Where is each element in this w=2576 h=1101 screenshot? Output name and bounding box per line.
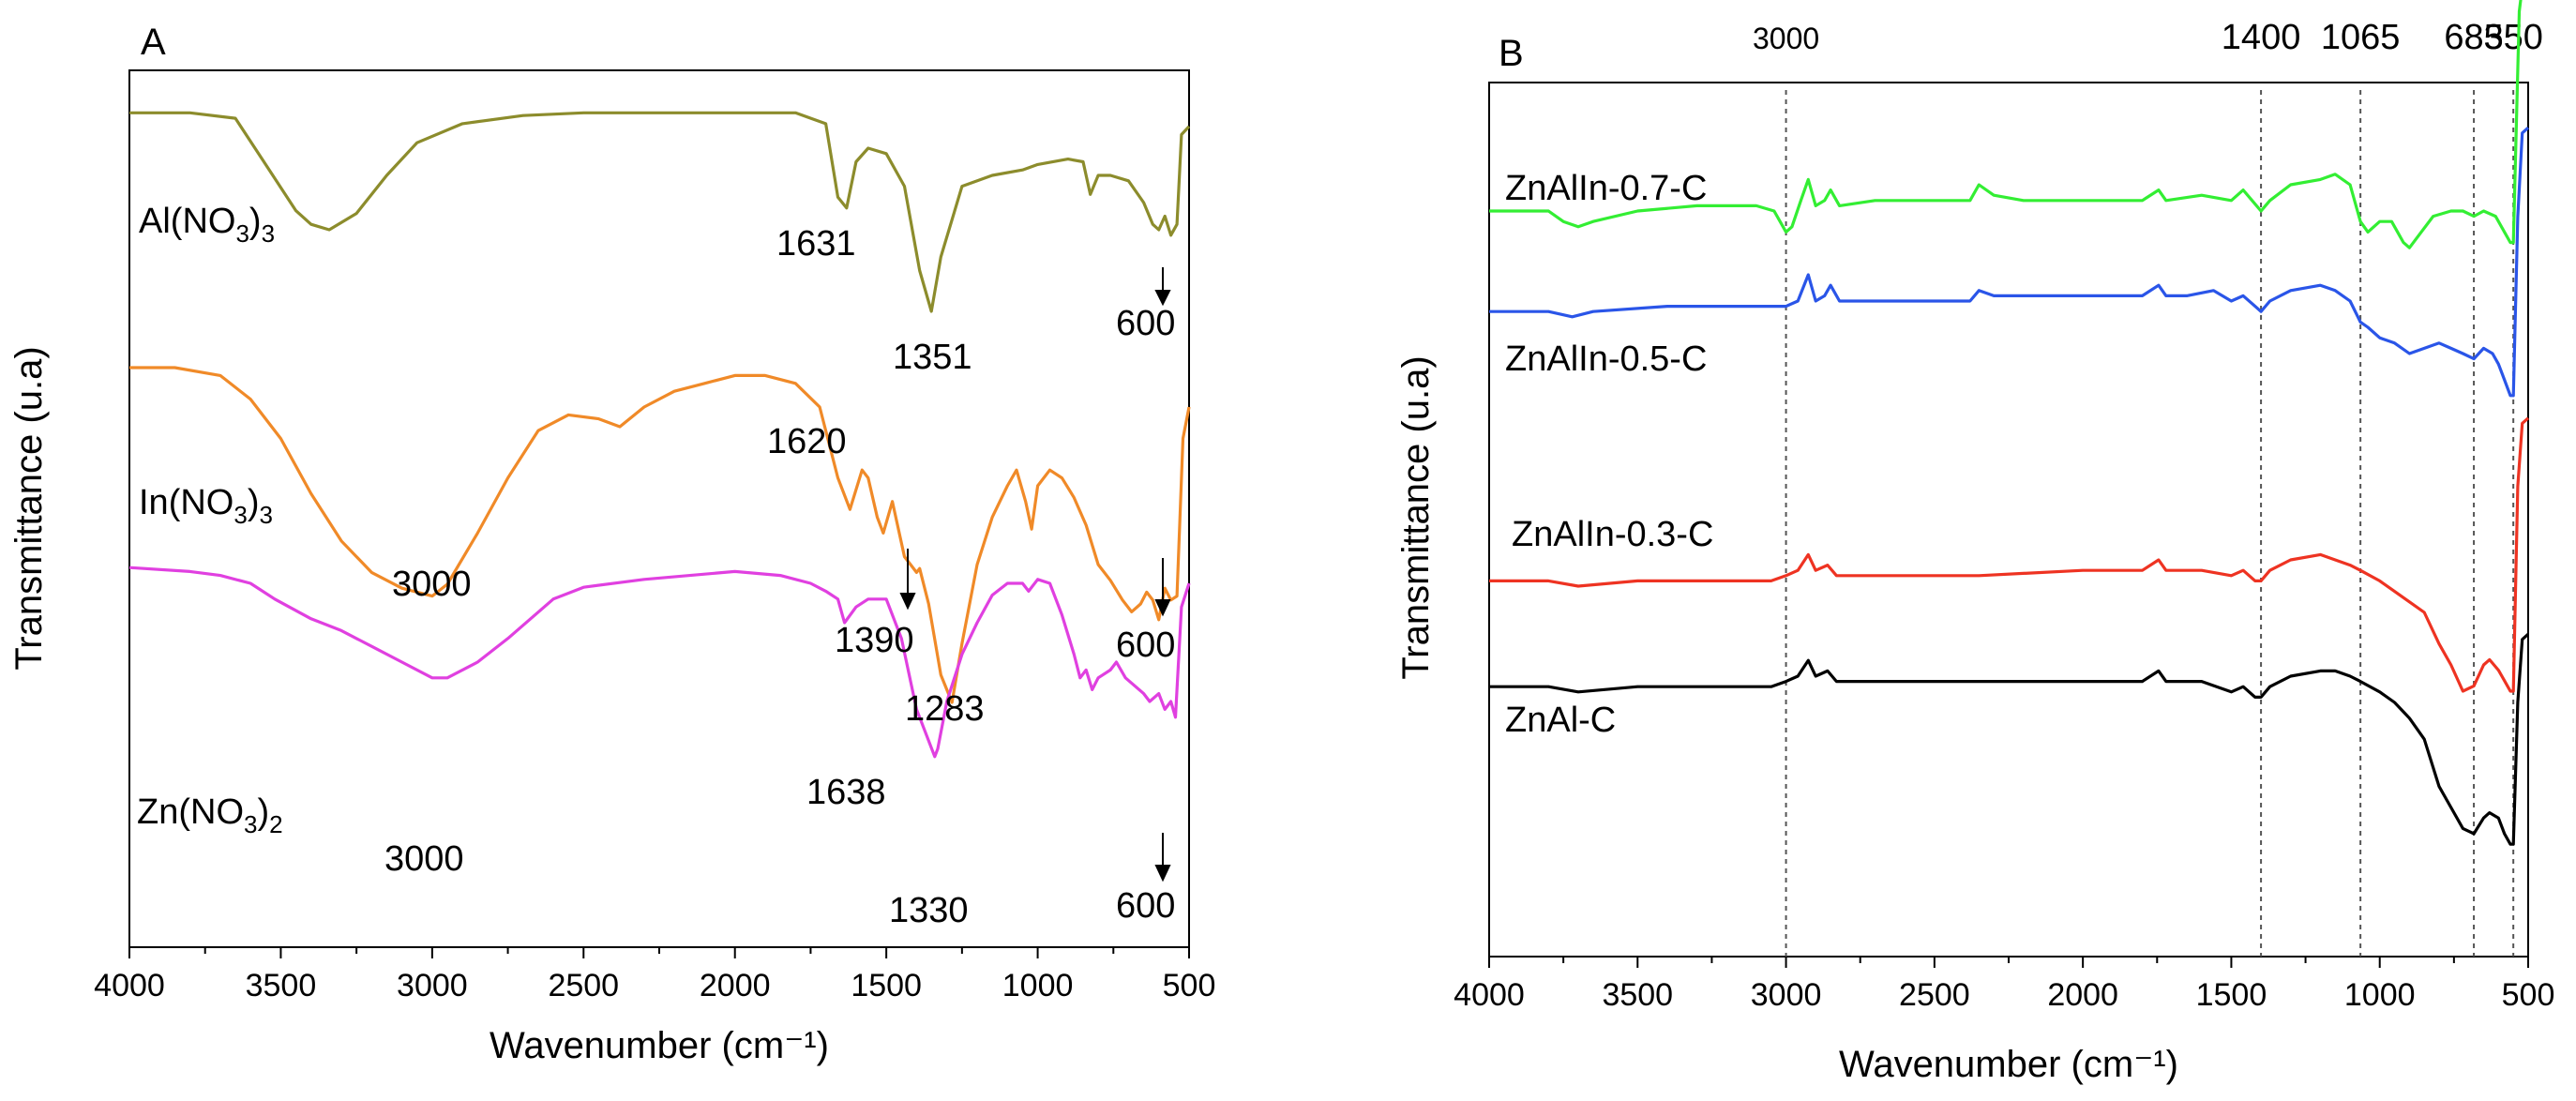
- x-ticks-a: 4000 3500 3000 2500 2000 1500 1000 500: [94, 947, 1215, 1003]
- annotation-in-1390: 1390: [835, 621, 914, 660]
- series-line-znalin-0-5-c: [1489, 127, 2530, 398]
- series-group-b: [1489, 0, 2530, 846]
- x-tick-label-2000: 2000: [2047, 977, 2118, 1013]
- annotation-zn-3000: 3000: [384, 839, 464, 879]
- x-tick-label-1500: 1500: [851, 968, 922, 1003]
- arrowhead-in-1390: [899, 593, 916, 611]
- reference-label-1065: 1065: [2321, 18, 2401, 57]
- x-tick-label-4000: 4000: [94, 968, 165, 1003]
- annotation-zn-1638: 1638: [806, 773, 886, 812]
- annotation-arrows-a: [899, 267, 1171, 882]
- x-tick-label-3000: 3000: [1751, 977, 1822, 1013]
- x-ticks-b: 4000 3500 3000 2500 2000 1500 1000 500: [1454, 957, 2554, 1013]
- annotation-zn-600: 600: [1116, 886, 1175, 926]
- x-axis-title-a: Wavenumber (cm⁻¹): [490, 1025, 829, 1066]
- series-label-znalin-03: ZnAlIn-0.3-C: [1512, 515, 1713, 554]
- series-label-znalin-05: ZnAlIn-0.5-C: [1505, 339, 1707, 379]
- x-tick-label-3500: 3500: [246, 968, 317, 1003]
- arrowhead-al-600: [1154, 290, 1171, 307]
- annotations-a: 1631 1351 600 1620 3000 1390 1283 600 16…: [384, 224, 1175, 930]
- x-tick-label-3500: 3500: [1602, 977, 1673, 1013]
- series-label-znal: ZnAl-C: [1505, 701, 1616, 740]
- x-tick-label-500: 500: [2502, 977, 2555, 1013]
- arrowhead-in-600: [1154, 599, 1171, 617]
- annotation-al-600: 600: [1116, 304, 1175, 343]
- x-tick-label-4000: 4000: [1454, 977, 1525, 1013]
- x-tick-label-3000: 3000: [397, 968, 468, 1003]
- series-group-a: [128, 111, 1191, 759]
- series-label-in: In(NO3)3: [139, 483, 273, 529]
- reference-label-683: 683: [2444, 18, 2503, 57]
- annotation-al-1631: 1631: [776, 224, 856, 264]
- annotation-in-3000: 3000: [392, 565, 472, 604]
- series-label-al: Al(NO3)3: [139, 202, 275, 248]
- arrowhead-zn-600: [1154, 865, 1171, 882]
- x-tick-label-1000: 1000: [2344, 977, 2416, 1013]
- annotation-in-1283: 1283: [905, 689, 985, 729]
- reference-label-550: 550: [2483, 18, 2542, 57]
- panel-b: B 4000 3500 3000 2500 2000 1500 1000 500 3000 14…: [1395, 0, 2554, 1085]
- series-label-zn: Zn(NO3)2: [137, 792, 283, 838]
- reference-label-3000: 3000: [1753, 22, 1819, 55]
- series-line-al-no3-3: [129, 111, 1191, 313]
- series-line-in-no3-3: [129, 366, 1191, 704]
- reference-label-1400: 1400: [2222, 18, 2301, 57]
- annotation-in-600: 600: [1116, 626, 1175, 665]
- y-axis-title-b: Transmittance (u.a): [1395, 355, 1437, 679]
- series-line-znalin-0-7-c: [1489, 0, 2523, 249]
- annotation-al-1351: 1351: [893, 338, 972, 377]
- x-tick-label-1000: 1000: [1002, 968, 1074, 1003]
- y-axis-title-a: Transmittance (u.a): [8, 346, 50, 670]
- panel-a: A 4000 3500 3000 2500 2000 1500 1000 500 1631 1…: [8, 22, 1215, 1066]
- x-tick-label-2500: 2500: [548, 968, 619, 1003]
- series-line-znalin-0-3-c: [1489, 416, 2530, 693]
- x-tick-label-2500: 2500: [1899, 977, 1970, 1013]
- x-tick-label-1500: 1500: [2196, 977, 2267, 1013]
- series-line-zn-no3-2: [128, 566, 1191, 759]
- x-axis-title-b: Wavenumber (cm⁻¹): [1839, 1044, 2178, 1085]
- panel-letter-b: B: [1499, 33, 1524, 74]
- x-tick-label-500: 500: [1163, 968, 1216, 1003]
- series-line-znal-c: [1489, 633, 2530, 846]
- panel-letter-a: A: [141, 22, 166, 63]
- series-label-znalin-07: ZnAlIn-0.7-C: [1505, 169, 1707, 208]
- annotation-zn-1330: 1330: [889, 891, 969, 930]
- x-tick-label-2000: 2000: [700, 968, 771, 1003]
- annotation-in-1620: 1620: [767, 422, 847, 461]
